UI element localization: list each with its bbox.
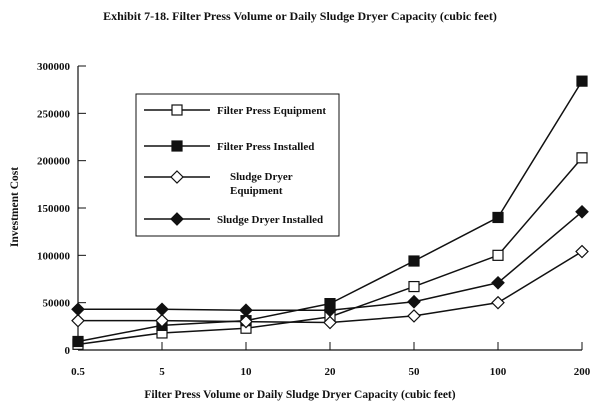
legend-label-sludge-dryer-equipment-line-1: Sludge Dryer bbox=[230, 171, 293, 183]
data-point-sludge-dryer-installed-20 bbox=[323, 303, 337, 318]
data-point-sludge-dryer-installed-5 bbox=[155, 302, 169, 317]
data-point-sludge-dryer-installed-100 bbox=[491, 275, 505, 290]
legend: Filter Press Equipment Filter Press Inst… bbox=[135, 93, 340, 237]
y-tick-label-200000: 200000 bbox=[37, 156, 71, 168]
axis-layer: 0 50000 100000 150000 200000 250000 300000 0.5 5… bbox=[37, 61, 591, 378]
legend-marker-filter-press-installed bbox=[171, 140, 183, 152]
series-layer bbox=[71, 75, 589, 350]
data-point-filter-press-installed-50 bbox=[408, 255, 420, 267]
legend-marker-filter-press-equipment bbox=[171, 104, 183, 116]
x-tick-label-0-5: 0.5 bbox=[71, 366, 85, 378]
y-axis-label: Investment Cost bbox=[9, 167, 21, 247]
y-tick-label-50000: 50000 bbox=[43, 298, 71, 310]
data-point-sludge-dryer-equipment-5 bbox=[155, 313, 169, 328]
legend-label-filter-press-installed: Filter Press Installed bbox=[217, 141, 314, 153]
data-point-filter-press-installed-0-5 bbox=[72, 335, 84, 348]
y-tick-label-250000: 250000 bbox=[37, 108, 71, 120]
data-point-sludge-dryer-equipment-20 bbox=[323, 315, 337, 330]
data-point-sludge-dryer-installed-50 bbox=[407, 294, 421, 309]
data-point-filter-press-equipment-100 bbox=[492, 249, 504, 261]
legend-item-sludge-dryer-installed: Sludge Dryer Installed bbox=[144, 212, 323, 226]
data-point-sludge-dryer-installed-200 bbox=[575, 204, 589, 219]
series-line-sludge-dryer-installed bbox=[77, 211, 583, 311]
x-tick-label-20: 20 bbox=[325, 366, 337, 378]
x-axis-label: Filter Press Volume or Daily Sludge Drye… bbox=[144, 389, 455, 401]
data-point-filter-press-installed-100 bbox=[492, 211, 504, 224]
data-point-sludge-dryer-equipment-50 bbox=[407, 309, 421, 323]
legend-label-sludge-dryer-equipment-line-2: Equipment bbox=[230, 185, 283, 197]
data-point-filter-press-installed-200 bbox=[576, 75, 588, 87]
y-tick-label-150000: 150000 bbox=[37, 203, 71, 215]
x-tick-label-10: 10 bbox=[241, 366, 253, 378]
data-point-sludge-dryer-equipment-10 bbox=[239, 314, 253, 329]
y-tick-label-0: 0 bbox=[65, 345, 71, 357]
legend-item-sludge-dryer-equipment: Sludge Dryer Equipment bbox=[144, 170, 293, 197]
data-point-sludge-dryer-equipment-0-5 bbox=[71, 313, 85, 328]
data-point-sludge-dryer-equipment-100 bbox=[491, 295, 505, 310]
data-point-sludge-dryer-installed-10 bbox=[239, 303, 253, 318]
x-tick-label-200: 200 bbox=[574, 366, 591, 378]
data-point-filter-press-equipment-50 bbox=[408, 280, 420, 293]
data-point-sludge-dryer-equipment-200 bbox=[575, 244, 589, 259]
x-tick-label-5: 5 bbox=[159, 366, 165, 378]
x-tick-label-100: 100 bbox=[490, 366, 507, 378]
legend-box bbox=[135, 93, 340, 237]
legend-label-filter-press-equipment: Filter Press Equipment bbox=[217, 105, 326, 117]
data-point-sludge-dryer-installed-0-5 bbox=[71, 302, 85, 317]
x-tick-label-50: 50 bbox=[409, 366, 421, 378]
legend-label-sludge-dryer-installed: Sludge Dryer Installed bbox=[217, 214, 323, 226]
legend-marker-sludge-dryer-equipment bbox=[170, 170, 184, 184]
y-tick-label-100000: 100000 bbox=[37, 250, 71, 262]
y-tick-label-300000: 300000 bbox=[37, 61, 71, 73]
chart-title: Exhibit 7-18. Filter Press Volume or Dai… bbox=[103, 9, 497, 23]
data-point-filter-press-equipment-200 bbox=[576, 152, 588, 164]
legend-item-filter-press-equipment: Filter Press Equipment bbox=[144, 104, 326, 117]
legend-item-filter-press-installed: Filter Press Installed bbox=[144, 140, 314, 153]
legend-marker-sludge-dryer-installed bbox=[170, 212, 184, 226]
